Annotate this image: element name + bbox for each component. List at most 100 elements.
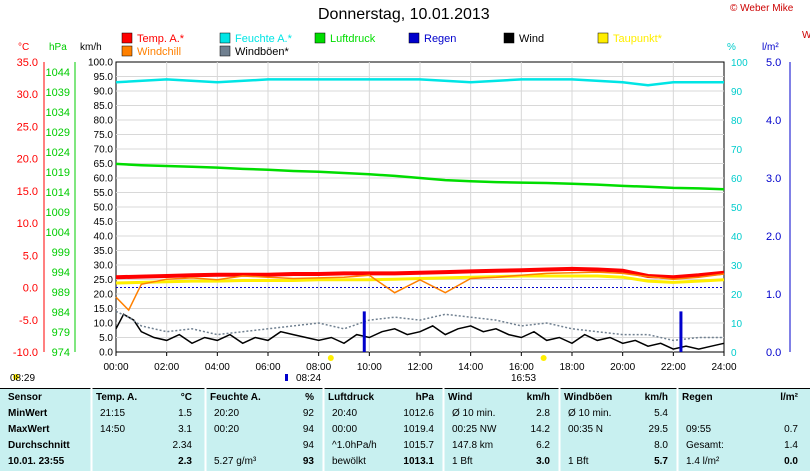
series-line-windben	[115, 310, 724, 342]
kmh-tick-label: 95.0	[94, 72, 114, 83]
kmh-axis-unit: km/h	[80, 42, 102, 53]
pct-tick-label: 90	[731, 87, 743, 98]
kmh-tick-label: 20.0	[94, 290, 114, 301]
table-cell-value: 6.2	[536, 440, 550, 451]
kmh-tick-label: 85.0	[94, 101, 114, 112]
table-col-header: Temp. A.	[96, 392, 138, 403]
table-cell-value: 3.1	[178, 424, 192, 435]
x-tick-label: 00:00	[103, 362, 128, 373]
hpa-tick-label: 1029	[46, 127, 70, 139]
rain-tick-label: 1.0	[766, 289, 781, 301]
temp-tick-label: 15.0	[17, 186, 38, 198]
kmh-tick-label: 5.0	[99, 333, 113, 344]
table-cell-value: 14.2	[530, 424, 550, 435]
hpa-tick-label: 974	[52, 347, 70, 359]
x-tick-label: 22:00	[661, 362, 686, 373]
table-cell-value: 94	[302, 440, 314, 451]
chart-title: Donnerstag, 10.01.2013	[318, 6, 490, 23]
table-cell-value: 1019.4	[403, 424, 434, 435]
pct-tick-label: 80	[731, 116, 743, 127]
x-tick-label: 06:00	[255, 362, 280, 373]
table-cell-time: 20:20	[214, 408, 240, 419]
kmh-tick-label: 70.0	[94, 145, 114, 156]
hpa-tick-label: 1024	[46, 147, 70, 159]
hpa-tick-label: 1009	[46, 207, 70, 219]
table-cell-time: 00:00	[332, 424, 358, 435]
hpa-tick-label: 1014	[46, 187, 70, 199]
legend-swatch	[314, 32, 326, 44]
kmh-tick-label: 15.0	[94, 304, 114, 315]
table-cell-time: bewölkt	[332, 456, 366, 467]
temp-tick-label: 30.0	[17, 89, 38, 101]
hpa-tick-label: 1034	[46, 107, 70, 119]
pct-tick-label: 60	[731, 174, 743, 185]
hpa-tick-label: 994	[52, 267, 70, 279]
x-tick-label: 16:00	[509, 362, 534, 373]
hpa-tick-label: 989	[52, 287, 70, 299]
series-line-windchill	[115, 271, 725, 312]
table-col-header: Feuchte A.	[210, 392, 261, 403]
table-cell-time: 14:50	[100, 424, 126, 435]
pct-tick-label: 40	[731, 232, 743, 243]
legend-label: Regen	[424, 33, 456, 45]
table-col-unit: l/m²	[780, 392, 798, 403]
table-cell-value: 0.7	[784, 424, 798, 435]
sunset-marker	[540, 355, 547, 361]
rain-tick-label: 4.0	[766, 115, 781, 127]
kmh-tick-label: 0.0	[99, 348, 113, 359]
stats-table: Sensor MinWert MaxWert Durchschnitt 10.01. 2…	[0, 388, 810, 471]
table-cell-value: 5.7	[654, 456, 668, 467]
series-line-taupunkt	[115, 274, 725, 285]
copyright-label: © Weber Mike	[730, 3, 794, 14]
table-cell-time: 147.8 km	[452, 440, 494, 451]
rain-tick-label: 2.0	[766, 231, 781, 243]
kmh-tick-label: 80.0	[94, 116, 114, 127]
temp-tick-label: 25.0	[17, 121, 38, 133]
hpa-axis-unit: hPa	[49, 42, 67, 53]
legend-label: Windchill	[137, 46, 181, 58]
legend-swatch	[219, 45, 231, 57]
legend-swatch	[597, 32, 609, 44]
pct-tick-label: 70	[731, 145, 743, 156]
table-cell-value: 1.4	[784, 440, 798, 451]
table-cell-value: 5.4	[654, 408, 668, 419]
table-col-unit: hPa	[415, 392, 434, 403]
hpa-tick-label: 979	[52, 327, 70, 339]
table-cell-value: 0.0	[784, 456, 798, 467]
table-cell-time: 20:40	[332, 408, 358, 419]
rain-bar	[362, 311, 366, 352]
table-col-unit: °C	[180, 392, 192, 403]
x-tick-label: 08:00	[306, 362, 331, 373]
legend-label: Feuchte A.*	[235, 33, 293, 45]
x-tick-label: 12:00	[407, 362, 432, 373]
table-row-label: MaxWert	[8, 424, 50, 435]
table-cell-value: 2.3	[178, 456, 192, 467]
rain-tick-label: 3.0	[766, 173, 781, 185]
legend-label: Luftdruck	[330, 33, 376, 45]
series-line-tempa	[115, 266, 725, 280]
table-col-unit: km/h	[526, 392, 550, 403]
kmh-tick-label: 60.0	[94, 174, 114, 185]
kmh-tick-label: 65.0	[94, 159, 114, 170]
series-line-feuchtea	[115, 78, 724, 87]
kmh-tick-label: 30.0	[94, 261, 114, 272]
pct-tick-label: 50	[731, 203, 743, 214]
legend-swatch	[408, 32, 420, 44]
chart-canvas: 100.095.090.085.080.075.070.065.060.055.…	[13, 32, 791, 381]
kmh-tick-label: 75.0	[94, 130, 114, 141]
hpa-tick-label: 1039	[46, 87, 70, 99]
x-tick-label: 10:00	[357, 362, 382, 373]
kmh-tick-label: 25.0	[94, 275, 114, 286]
table-col-header: Luftdruck	[328, 392, 375, 403]
legend-swatch	[121, 32, 133, 44]
rain-bar	[679, 311, 683, 352]
table-col-header: Regen	[682, 392, 713, 403]
temp-tick-label: 5.0	[23, 250, 38, 262]
x-tick-label: 18:00	[559, 362, 584, 373]
table-cell-time: ^1.0hPa/h	[332, 440, 377, 451]
hpa-tick-label: 984	[52, 307, 70, 319]
temp-tick-label: -5.0	[19, 315, 38, 327]
legend-label: Wind	[519, 33, 544, 45]
table-cell-time: 1.4 l/m²	[686, 456, 720, 467]
legend-label: Temp. A.*	[137, 33, 185, 45]
